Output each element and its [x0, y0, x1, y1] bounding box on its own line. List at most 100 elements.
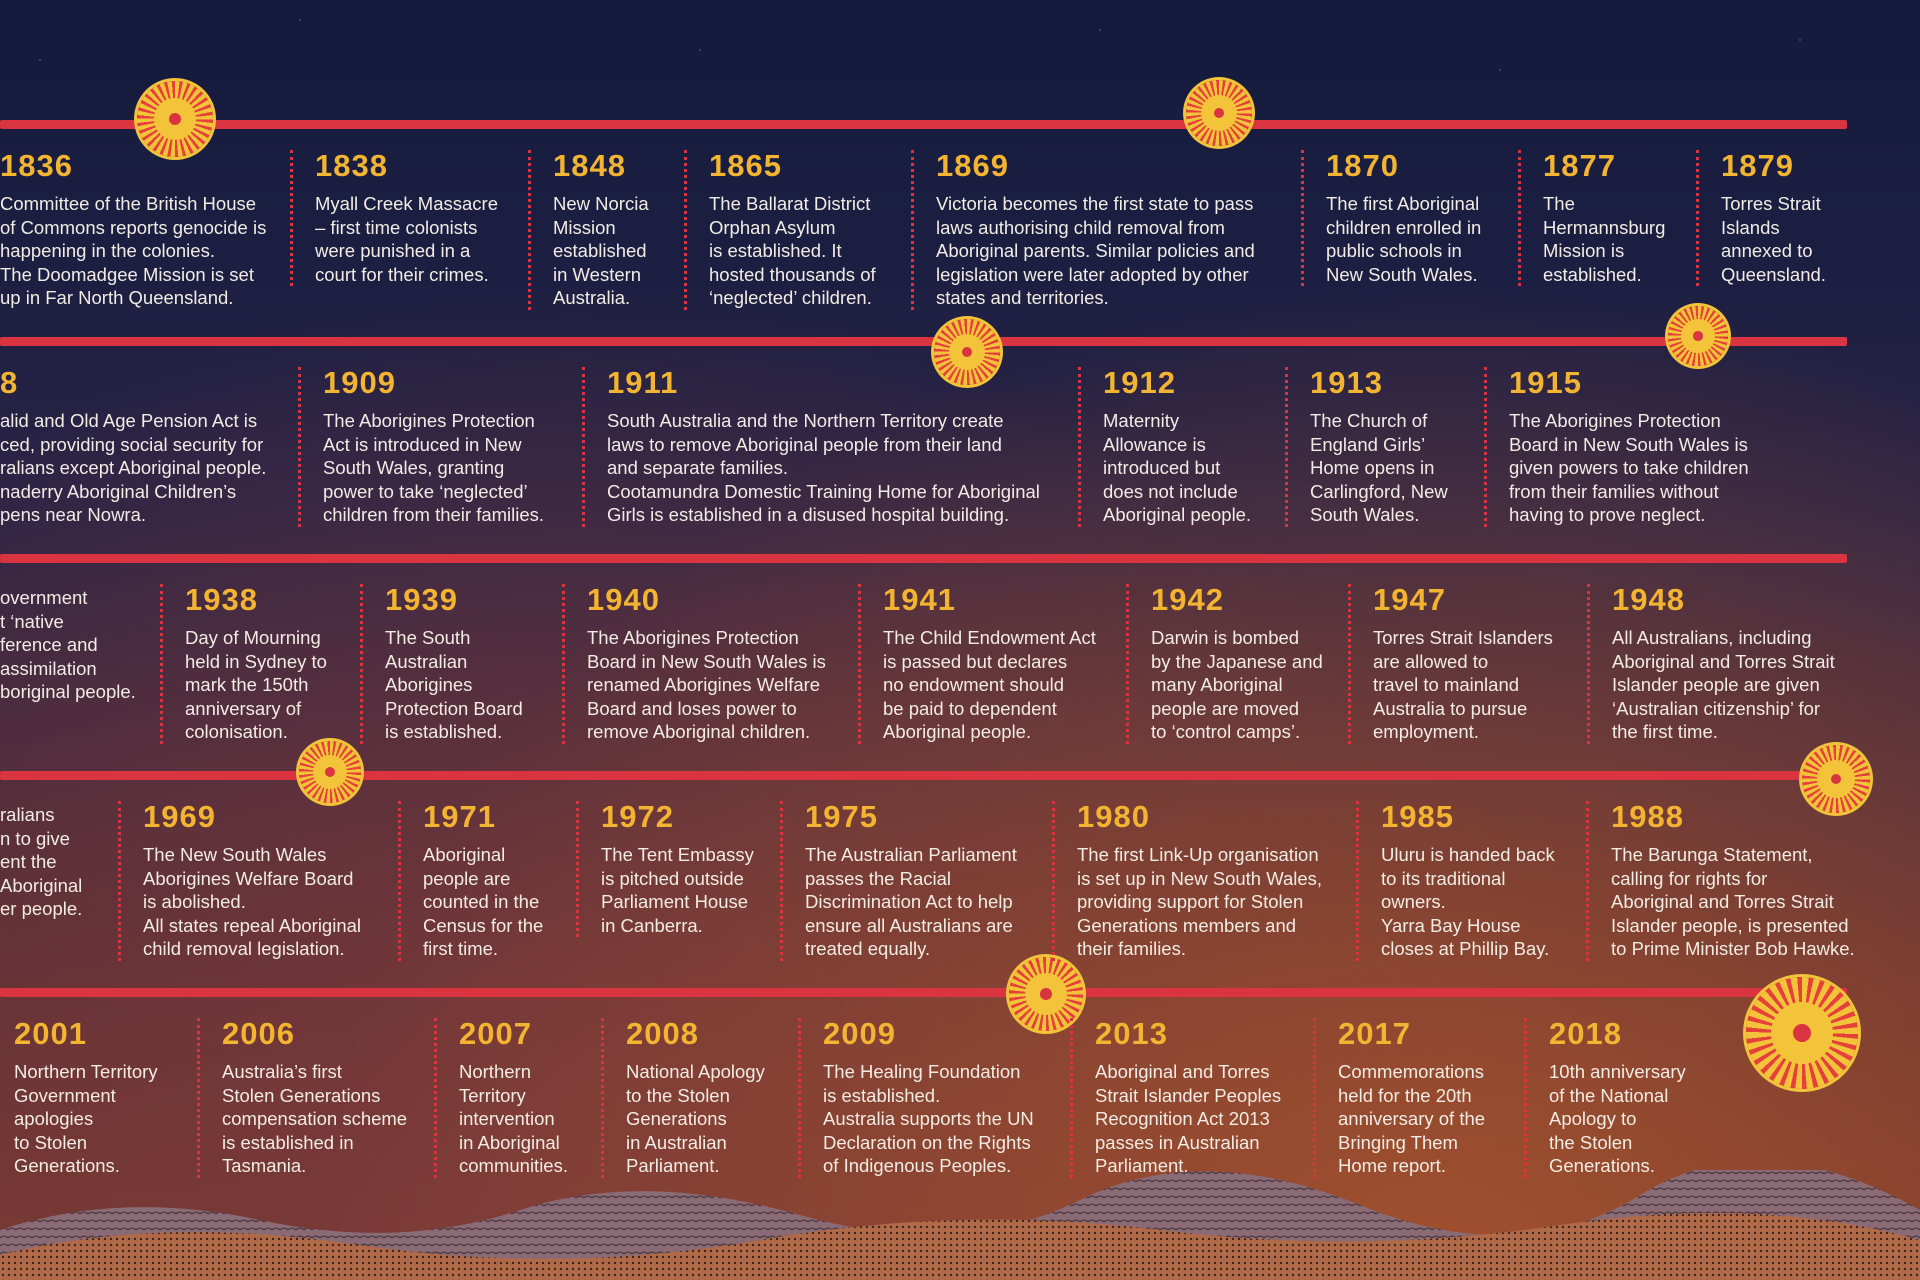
timeline-event: 1912 Maternity Allowance is introduced b… — [1078, 365, 1251, 527]
event-description: National Apology to the Stolen Generatio… — [626, 1061, 765, 1176]
event-year: 1947 — [1373, 582, 1446, 617]
event-description: South Australia and the Northern Territo… — [607, 410, 1040, 525]
event-year: 1980 — [1077, 799, 1150, 834]
event-description: 10th anniversary of the National Apology… — [1549, 1061, 1686, 1176]
timeline-event: 2006 Australia’s first Stolen Generation… — [197, 1016, 407, 1178]
sun-motif-icon — [1186, 80, 1252, 146]
event-year: 1836 — [0, 148, 73, 183]
timeline-event: 1915 The Aborigines Protection Board in … — [1484, 365, 1749, 527]
timeline-line-4 — [0, 771, 1847, 780]
event-description: Commemorations held for the 20th anniver… — [1338, 1061, 1486, 1176]
timeline-event: 1879 Torres Strait Islands annexed to Qu… — [1696, 148, 1826, 286]
event-description: Aboriginal and Torres Strait Islander Pe… — [1095, 1061, 1282, 1176]
sun-motif-icon — [1668, 306, 1728, 366]
timeline-event: 1941 The Child Endowment Act is passed b… — [858, 582, 1096, 744]
event-year: 1975 — [805, 799, 878, 834]
event-description: The first Link-Up organisation is set up… — [1077, 844, 1323, 959]
timeline-event: 1869 Victoria becomes the first state to… — [911, 148, 1255, 310]
sun-motif-icon — [1802, 745, 1870, 813]
timeline-event: 1938 Day of Mourning held in Sydney to m… — [160, 582, 327, 744]
sun-motif-icon — [137, 81, 213, 157]
timeline-event: overnment t ‘native ference and assimila… — [0, 584, 136, 704]
timeline-event: 1913 The Church of England Girls’ Home o… — [1285, 365, 1448, 527]
event-year: 1877 — [1543, 148, 1616, 183]
event-year: 1941 — [883, 582, 956, 617]
event-year: 1909 — [323, 365, 396, 400]
timeline-event: 2007 Northern Territory intervention in … — [434, 1016, 568, 1178]
event-year: 1869 — [936, 148, 1009, 183]
event-year: 1870 — [1326, 148, 1399, 183]
timeline-line-3 — [0, 554, 1847, 563]
event-year: 1942 — [1151, 582, 1224, 617]
event-year: 2001 — [14, 1016, 87, 1051]
event-description: The Aborigines Protection Board in New S… — [587, 627, 826, 742]
timeline-event: 1939 The South Australian Aborigines Pro… — [360, 582, 523, 744]
timeline-event: 2009 The Healing Foundation is establish… — [798, 1016, 1034, 1178]
event-year: 2009 — [823, 1016, 896, 1051]
event-year: 1913 — [1310, 365, 1383, 400]
event-description: Northern Territory intervention in Abori… — [459, 1061, 568, 1176]
event-description: The New South Wales Aborigines Welfare B… — [143, 844, 362, 959]
event-description: Darwin is bombed by the Japanese and man… — [1151, 627, 1323, 742]
event-description: Uluru is handed back to its traditional … — [1381, 844, 1555, 959]
timeline-event: 2018 10th anniversary of the National Ap… — [1524, 1016, 1686, 1178]
event-description: ralians n to give ent the Aboriginal er … — [0, 804, 83, 919]
event-description: The Tent Embassy is pitched outside Parl… — [601, 844, 754, 936]
timeline-event: 1985 Uluru is handed back to its traditi… — [1356, 799, 1555, 961]
timeline-event: ralians n to give ent the Aboriginal er … — [0, 801, 82, 921]
timeline-event: 1836 Committee of the British House of C… — [0, 148, 266, 310]
timeline-event: 1969 The New South Wales Aborigines Welf… — [118, 799, 362, 961]
timeline-event: 1838 Myall Creek Massacre – first time c… — [290, 148, 498, 286]
timeline-event: 1909 The Aborigines Protection Act is in… — [298, 365, 545, 527]
event-description: Day of Mourning held in Sydney to mark t… — [185, 627, 327, 742]
event-year: 1939 — [385, 582, 458, 617]
event-year: 1972 — [601, 799, 674, 834]
event-year: 2007 — [459, 1016, 532, 1051]
event-description: Torres Strait Islanders are allowed to t… — [1373, 627, 1553, 742]
timeline-event: 1971 Aboriginal people are counted in th… — [398, 799, 544, 961]
timeline-event: 2013 Aboriginal and Torres Strait Island… — [1070, 1016, 1282, 1178]
timeline-event: 1947 Torres Strait Islanders are allowed… — [1348, 582, 1553, 744]
event-year: 1879 — [1721, 148, 1794, 183]
event-year: 2017 — [1338, 1016, 1411, 1051]
event-description: New Norcia Mission established in Wester… — [553, 193, 649, 308]
event-description: The Aborigines Protection Act is introdu… — [323, 410, 545, 525]
sun-motif-icon — [299, 741, 361, 803]
event-year: 1865 — [709, 148, 782, 183]
event-year: 2006 — [222, 1016, 295, 1051]
event-year: 1940 — [587, 582, 660, 617]
event-year: 1988 — [1611, 799, 1684, 834]
timeline-event: 2017 Commemorations held for the 20th an… — [1313, 1016, 1486, 1178]
sun-motif-icon — [934, 319, 1000, 385]
event-description: Northern Territory Government apologies … — [14, 1061, 158, 1176]
event-description: Torres Strait Islands annexed to Queensl… — [1721, 193, 1826, 285]
event-description: overnment t ‘native ference and assimila… — [0, 587, 136, 702]
timeline-event: 2008 National Apology to the Stolen Gene… — [601, 1016, 765, 1178]
sun-motif-icon — [1746, 977, 1858, 1089]
event-year: 1838 — [315, 148, 388, 183]
timeline-line-1 — [0, 120, 1847, 129]
timeline-event: 1972 The Tent Embassy is pitched outside… — [576, 799, 754, 937]
event-year: 8 — [0, 365, 19, 400]
event-description: The Church of England Girls’ Home opens … — [1310, 410, 1448, 525]
event-year: 1948 — [1612, 582, 1685, 617]
timeline-event: 1877 The Hermannsburg Mission is establi… — [1518, 148, 1666, 286]
event-description: alid and Old Age Pension Act is ced, pro… — [0, 410, 267, 525]
event-year: 1985 — [1381, 799, 1454, 834]
event-description: Myall Creek Massacre – first time coloni… — [315, 193, 498, 285]
event-year: 1969 — [143, 799, 216, 834]
event-description: The Hermannsburg Mission is established. — [1543, 193, 1666, 285]
event-year: 2008 — [626, 1016, 699, 1051]
event-year: 1848 — [553, 148, 626, 183]
dotted-hills-artwork — [0, 1170, 1920, 1280]
event-year: 2018 — [1549, 1016, 1622, 1051]
timeline-line-2 — [0, 337, 1847, 346]
timeline-event: 1865 The Ballarat District Orphan Asylum… — [684, 148, 876, 310]
event-description: The South Australian Aborigines Protecti… — [385, 627, 523, 742]
event-description: Aboriginal people are counted in the Cen… — [423, 844, 544, 959]
timeline-event: 1870 The first Aboriginal children enrol… — [1301, 148, 1481, 286]
event-description: All Australians, including Aboriginal an… — [1612, 627, 1835, 742]
timeline-event: 1988 The Barunga Statement, calling for … — [1586, 799, 1855, 961]
timeline-event: 1940 The Aborigines Protection Board in … — [562, 582, 826, 744]
